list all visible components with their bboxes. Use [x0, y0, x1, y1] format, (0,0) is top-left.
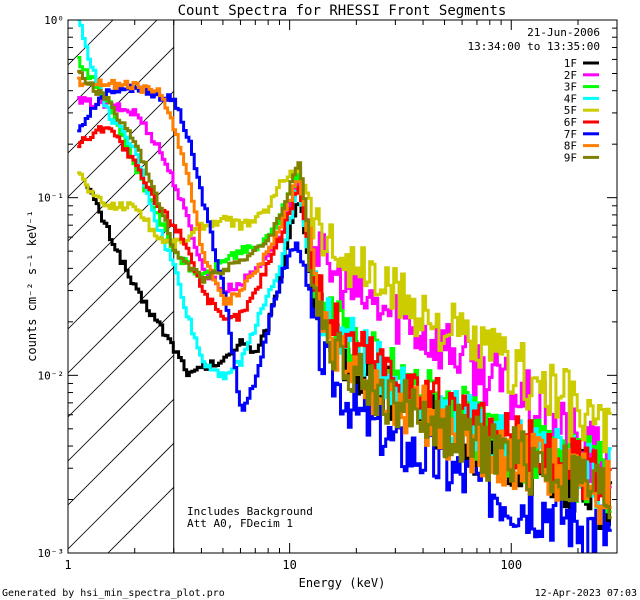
annotation-attenuator: Att A0, FDecim 1	[187, 517, 293, 530]
y-tick-label: 10⁻²	[38, 369, 65, 382]
x-tick-label: 100	[500, 558, 522, 572]
legend-label-4F: 4F	[564, 92, 577, 105]
legend-label-8F: 8F	[564, 140, 577, 153]
time-range-label: 13:34:00 to 13:35:00	[468, 40, 600, 53]
x-axis-label: Energy (keV)	[299, 576, 386, 590]
legend-label-5F: 5F	[564, 104, 577, 117]
x-tick-label: 1	[64, 558, 71, 572]
series-line-9F	[77, 69, 612, 520]
chart-title: Count Spectra for RHESSI Front Segments	[178, 3, 507, 19]
legend-label-1F: 1F	[564, 57, 577, 70]
series-line-5F	[77, 168, 612, 454]
series-line-2F	[77, 96, 612, 493]
generated-by-label: Generated by hsi_min_spectra_plot.pro	[2, 588, 225, 599]
x-axis-ticks: 1 10 100	[64, 20, 618, 572]
series-lines	[77, 20, 613, 553]
legend-label-2F: 2F	[564, 69, 577, 82]
y-tick-label: 10⁻¹	[38, 192, 65, 205]
legend-label-6F: 6F	[564, 116, 577, 129]
y-tick-label: 10⁻³	[38, 547, 65, 560]
legend-label-7F: 7F	[564, 128, 577, 141]
y-tick-label: 10⁰	[44, 14, 64, 27]
series-line-8F	[77, 76, 612, 525]
plot-frame	[67, 19, 618, 554]
x-tick-label: 10	[282, 558, 296, 572]
series-line-7F	[77, 83, 612, 553]
timestamp-label: 12-Apr-2023 07:03	[535, 588, 637, 599]
date-label: 21-Jun-2006	[527, 26, 600, 39]
y-axis-label: counts cm⁻² s⁻¹ keV⁻¹	[25, 210, 39, 362]
legend-label-3F: 3F	[564, 81, 577, 94]
annotation-background: Includes Background	[187, 505, 313, 518]
y-axis-ticks: 10⁻³ 10⁻² 10⁻¹ 10⁰	[38, 14, 617, 560]
legend-label-9F: 9F	[564, 151, 577, 164]
